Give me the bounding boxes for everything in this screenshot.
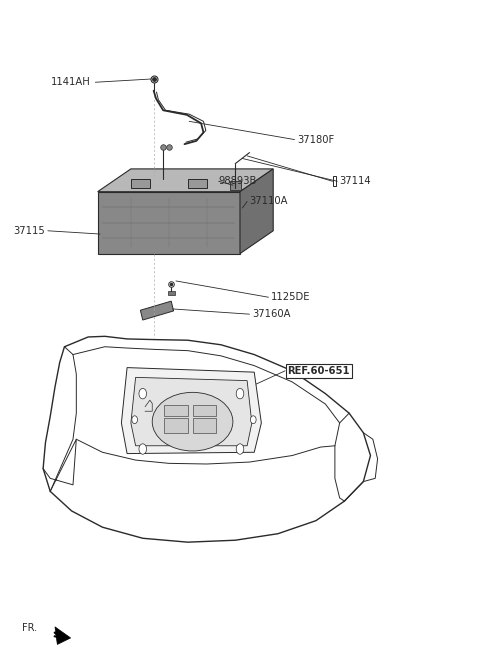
- Circle shape: [139, 388, 146, 399]
- Text: 37110A: 37110A: [250, 196, 288, 206]
- Circle shape: [236, 388, 244, 399]
- Text: 37180F: 37180F: [297, 135, 334, 145]
- Text: 37160A: 37160A: [252, 309, 290, 319]
- Polygon shape: [188, 179, 207, 189]
- Circle shape: [236, 444, 244, 454]
- Polygon shape: [43, 336, 371, 542]
- Text: FR.: FR.: [22, 623, 37, 633]
- Text: 37115: 37115: [14, 226, 46, 236]
- Text: REF.60-651: REF.60-651: [288, 366, 350, 376]
- Text: 1141AH: 1141AH: [51, 78, 91, 87]
- Ellipse shape: [152, 392, 233, 451]
- Polygon shape: [131, 377, 252, 445]
- Text: 98893B: 98893B: [219, 176, 257, 187]
- Circle shape: [251, 416, 256, 424]
- Polygon shape: [131, 179, 150, 189]
- FancyBboxPatch shape: [192, 405, 216, 417]
- Polygon shape: [168, 291, 175, 295]
- Circle shape: [132, 416, 137, 424]
- Polygon shape: [229, 181, 241, 190]
- FancyBboxPatch shape: [192, 419, 216, 433]
- Polygon shape: [140, 301, 174, 320]
- FancyBboxPatch shape: [333, 176, 336, 187]
- FancyBboxPatch shape: [164, 405, 188, 417]
- Text: 1125DE: 1125DE: [271, 292, 311, 302]
- Text: 37114: 37114: [340, 176, 371, 187]
- Polygon shape: [121, 367, 261, 453]
- Polygon shape: [97, 192, 240, 254]
- Circle shape: [139, 444, 146, 454]
- Polygon shape: [240, 169, 273, 254]
- Polygon shape: [97, 169, 273, 192]
- FancyBboxPatch shape: [164, 419, 188, 433]
- Polygon shape: [55, 627, 71, 645]
